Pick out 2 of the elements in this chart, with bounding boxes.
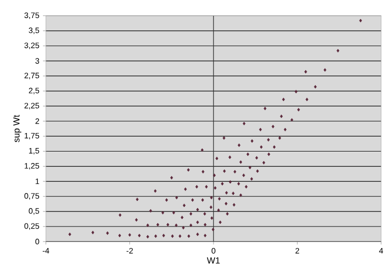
y-axis-title: sup Wt xyxy=(13,114,22,142)
x-axis-title: W1 xyxy=(206,257,220,264)
